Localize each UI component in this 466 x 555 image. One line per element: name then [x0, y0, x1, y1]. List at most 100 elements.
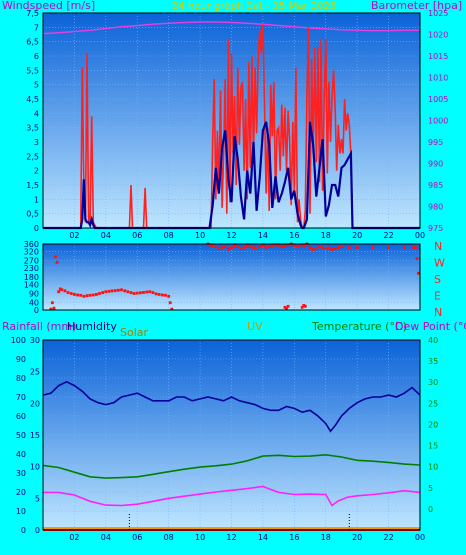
direction-point: [132, 292, 136, 295]
direction-point: [76, 293, 79, 297]
barometer-y-tick-label: 1000: [428, 117, 448, 126]
direction-point: [214, 245, 218, 249]
direction-point: [60, 288, 64, 292]
direction-point: [91, 293, 95, 297]
direction-point: [280, 245, 284, 249]
direction-point: [283, 244, 287, 248]
barometer-y-tick-label: 995: [428, 138, 443, 147]
direction-point: [164, 293, 167, 297]
direction-point: [387, 246, 390, 250]
wind-y-tick-label: 6: [34, 52, 39, 61]
direction-marks: [49, 242, 420, 311]
rain-y-tick-label: 5: [35, 494, 40, 503]
direction-point: [73, 293, 76, 296]
climate-x-tick-label: 14: [258, 533, 268, 542]
direction-point: [252, 246, 255, 250]
climate-x-tick-label: 06: [132, 533, 142, 542]
direction-point: [300, 305, 304, 309]
direction-point: [54, 255, 57, 259]
temperature-y-tick-label: 15: [428, 442, 438, 451]
humidity-axis-label: Humidity: [67, 320, 117, 333]
direction-y-tick-label: 0: [34, 306, 39, 315]
direction-point: [88, 293, 92, 297]
humidity-y-tick-label: 40: [16, 450, 26, 459]
direction-point: [63, 289, 67, 293]
wind-x-tick-labels: 02 04 06 08 10 12 14 16 18 20 22 00: [69, 231, 425, 240]
humidity-y-tick-label: 60: [16, 412, 26, 421]
barometer-line: [42, 21, 420, 35]
direction-point: [245, 244, 249, 248]
barometer-y-tick-labels: 975 980 985 990 995 1000 1005 1010 1015 1020 1025: [428, 9, 448, 233]
compass-letter: N: [434, 240, 442, 253]
barometer-y-tick-label: 1005: [428, 95, 448, 104]
direction-y-tick-label: 40: [29, 299, 39, 308]
compass-letter: N: [434, 306, 442, 319]
direction-y-tick-label: 140: [24, 280, 39, 289]
direction-point: [95, 293, 98, 296]
climate-x-tick-labels: 02 04 06 08 10 12 14 16 18 20 22 00: [69, 533, 425, 542]
humidity-y-tick-label: 10: [16, 507, 26, 516]
direction-point: [123, 289, 127, 293]
direction-point: [151, 291, 155, 294]
climate-x-tick-label: 08: [164, 533, 174, 542]
direction-point: [168, 301, 172, 305]
direction-y-tick-label: 360: [24, 240, 39, 249]
wind-y-tick-label: 1: [34, 195, 39, 204]
humidity-y-tick-label: 70: [16, 393, 26, 402]
uv-axis-label: UV: [247, 320, 263, 333]
direction-point: [264, 246, 268, 250]
direction-point: [110, 289, 114, 293]
direction-point: [220, 246, 224, 250]
direction-point: [101, 291, 105, 294]
direction-point: [85, 294, 89, 298]
direction-point: [49, 307, 53, 311]
temperature-y-tick-label: 35: [428, 357, 438, 366]
direction-point: [355, 246, 359, 250]
humidity-y-tick-label: 80: [16, 374, 26, 383]
wind-y-tick-labels: 0 0,5 1 1,5 2 2,5 3 3,5 4 4,5 5 5,5 6 6,5 7 7,5: [26, 9, 39, 233]
climate-x-tick-label: 20: [352, 533, 362, 542]
direction-point: [145, 290, 149, 294]
direction-point: [248, 245, 252, 249]
direction-point: [170, 307, 174, 311]
climate-x-tick-label: 02: [69, 533, 79, 542]
direction-point: [242, 246, 246, 250]
wind-y-tick-label: 3: [34, 138, 39, 147]
direction-point: [324, 247, 328, 250]
direction-point: [211, 244, 215, 248]
direction-point: [227, 248, 230, 251]
direction-point: [267, 245, 271, 249]
humidity-line: [42, 380, 421, 433]
dewpoint-line: [43, 485, 421, 507]
temperature-y-tick-label: 10: [428, 463, 438, 472]
direction-point: [129, 291, 133, 294]
rain-y-tick-label: 30: [30, 336, 40, 345]
direction-point: [285, 306, 288, 310]
barometer-y-tick-label: 985: [428, 181, 443, 190]
temperature-y-tick-label: 40: [428, 336, 438, 345]
direction-point: [311, 248, 315, 251]
climate-x-tick-label: 12: [226, 533, 236, 542]
wind-x-tick-label: 12: [226, 231, 236, 240]
direction-point: [255, 247, 258, 250]
direction-point: [286, 243, 290, 247]
direction-point: [402, 246, 406, 250]
direction-point: [154, 292, 158, 296]
wind-y-tick-label: 6,5: [26, 38, 39, 47]
direction-point: [318, 245, 321, 249]
direction-point: [274, 243, 277, 247]
direction-point: [299, 243, 302, 247]
temperature-y-tick-label: 25: [428, 399, 438, 408]
direction-point: [52, 306, 56, 310]
rain-y-tick-label: 10: [30, 463, 40, 472]
rain-y-tick-labels: 0 5 10 15 20 25 30: [30, 336, 40, 535]
direction-point: [66, 291, 70, 294]
direction-point: [415, 257, 419, 261]
direction-point: [208, 243, 211, 247]
direction-point: [139, 291, 142, 295]
rain-y-tick-label: 15: [30, 431, 40, 440]
direction-point: [417, 271, 420, 275]
climate-x-tick-label: 04: [101, 533, 111, 542]
